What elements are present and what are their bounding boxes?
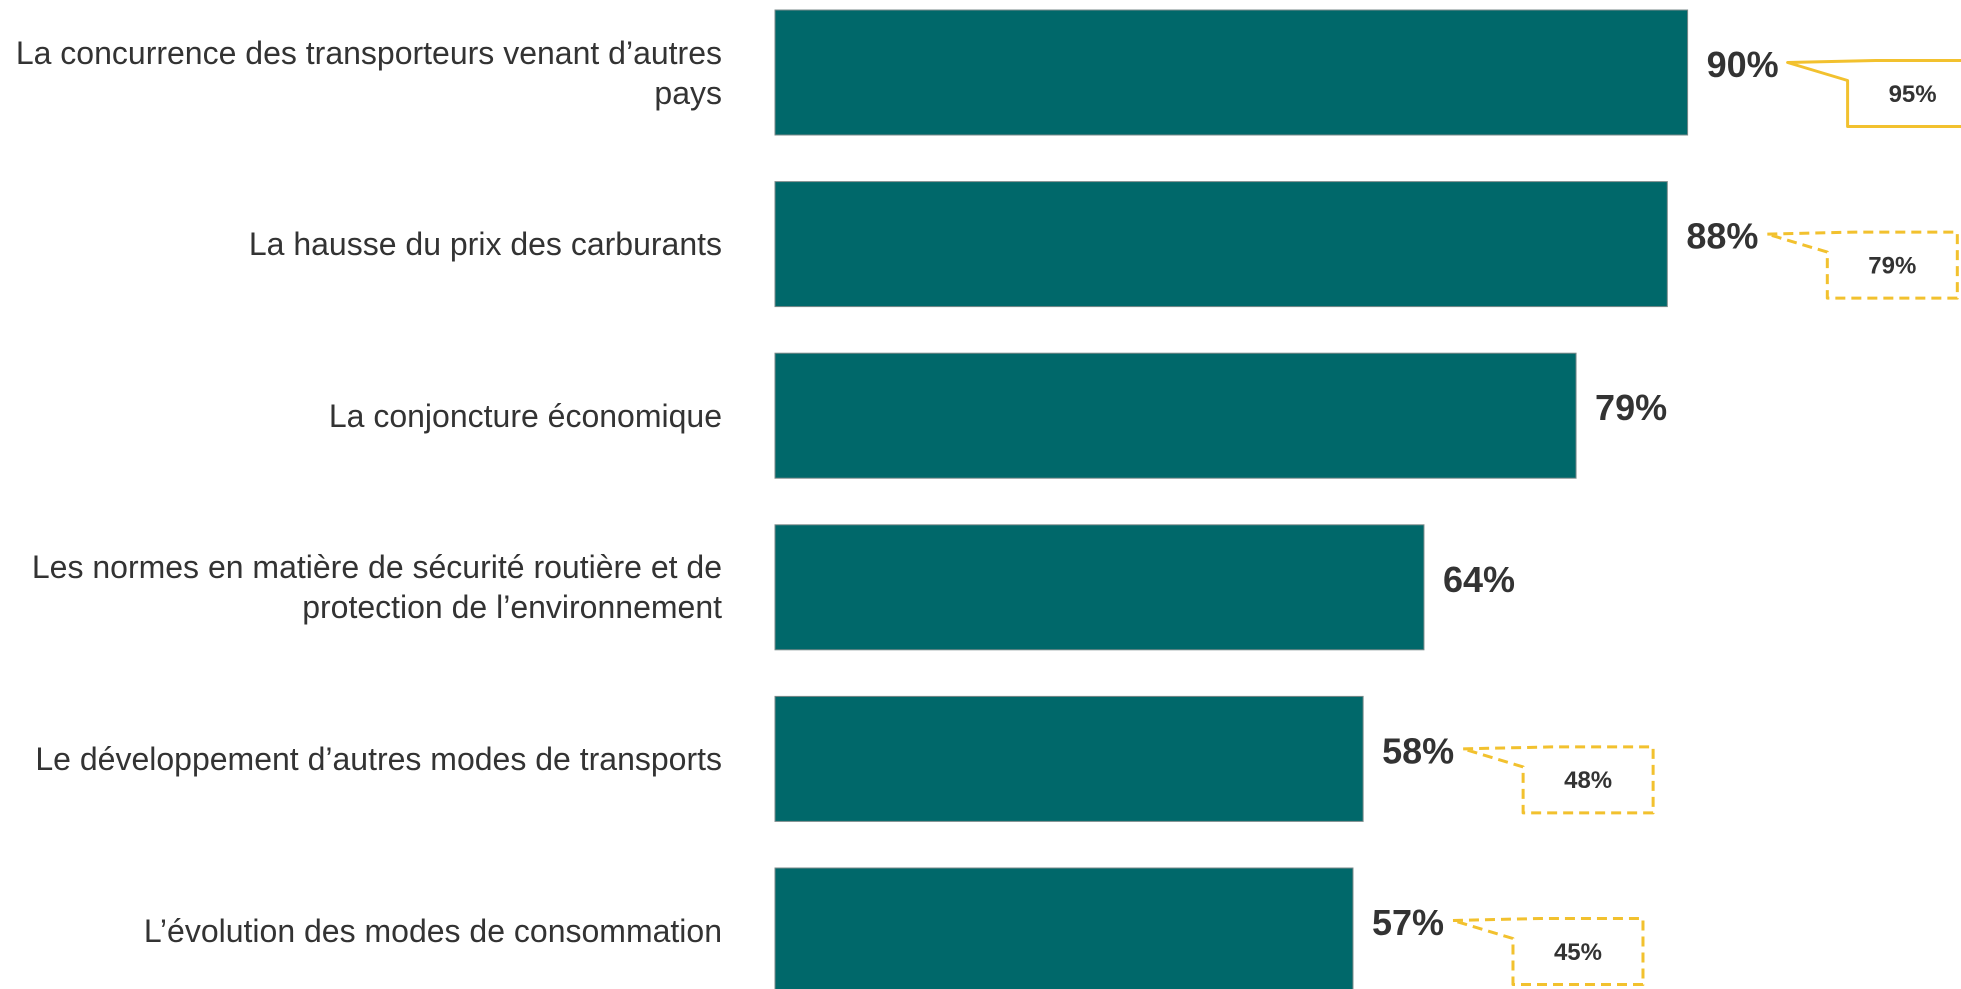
comparison-label: 45% [1554, 939, 1602, 966]
bar [774, 181, 1668, 308]
category-label: La concurrence des transporteurs venant … [10, 10, 722, 135]
bar [774, 867, 1354, 989]
value-label: 88% [1686, 216, 1758, 257]
comparison-label: 48% [1564, 767, 1612, 794]
bar [774, 9, 1689, 136]
bar [774, 524, 1425, 651]
value-label: 90% [1707, 44, 1779, 85]
value-label: 64% [1443, 559, 1515, 600]
category-label: Le développement d’autres modes de trans… [10, 696, 722, 821]
category-label: La conjoncture économique [10, 353, 722, 478]
comparison-label: 95% [1889, 81, 1937, 108]
comparison-callout [1461, 745, 1655, 815]
category-text: La concurrence des transporteurs venant … [15, 34, 722, 111]
value-label: 57% [1372, 902, 1444, 943]
value-label: 79% [1595, 387, 1667, 428]
category-text: La hausse du prix des carburants [248, 226, 722, 263]
category-label: La hausse du prix des carburants [10, 182, 722, 307]
comparison-callout [1451, 917, 1645, 986]
category-text: La conjoncture économique [328, 397, 722, 434]
category-text: Les normes en matière de sécurité routiè… [31, 549, 722, 626]
comparison-callout [1765, 230, 1959, 300]
category-label: Les normes en matière de sécurité routiè… [10, 525, 722, 650]
category-text: L’évolution des modes de consommation [143, 912, 722, 949]
bar [774, 695, 1364, 822]
category-label: L’évolution des modes de consommation [10, 868, 722, 989]
bar [774, 352, 1577, 479]
comparison-label: 79% [1868, 252, 1916, 279]
category-text: Le développement d’autres modes de trans… [35, 740, 722, 777]
comparison-callout [1786, 59, 1961, 128]
value-label: 58% [1382, 730, 1454, 771]
